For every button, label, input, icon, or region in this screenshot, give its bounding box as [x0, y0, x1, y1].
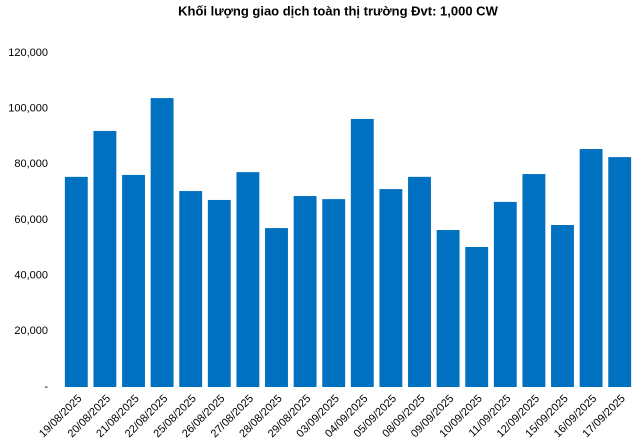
- bar: [350, 118, 374, 387]
- bar: [522, 174, 546, 387]
- y-tick-label: 60,000: [14, 214, 48, 226]
- y-tick-label: -: [44, 381, 48, 393]
- bar: [179, 191, 203, 387]
- bar: [608, 157, 632, 387]
- bar: [493, 201, 517, 387]
- y-tick-label: 80,000: [14, 158, 48, 170]
- bar: [579, 149, 603, 387]
- y-tick-label: 120,000: [8, 47, 48, 59]
- bar: [265, 228, 288, 387]
- bar: [150, 98, 174, 387]
- bar: [322, 199, 346, 387]
- bar: [408, 176, 431, 387]
- bar: [122, 174, 145, 387]
- bar: [465, 246, 489, 387]
- bar: [64, 176, 88, 387]
- bar: [236, 172, 260, 387]
- y-tick-label: 100,000: [8, 103, 48, 115]
- bar: [293, 196, 317, 387]
- bar: [93, 130, 117, 387]
- bar: [379, 189, 403, 387]
- y-tick-label: 20,000: [14, 325, 48, 337]
- bar: [436, 230, 460, 387]
- bar: [551, 225, 574, 387]
- chart-title: Khối lượng giao dịch toàn thị trường Đvt…: [178, 3, 498, 18]
- bar: [207, 199, 231, 387]
- y-tick-label: 40,000: [14, 270, 48, 282]
